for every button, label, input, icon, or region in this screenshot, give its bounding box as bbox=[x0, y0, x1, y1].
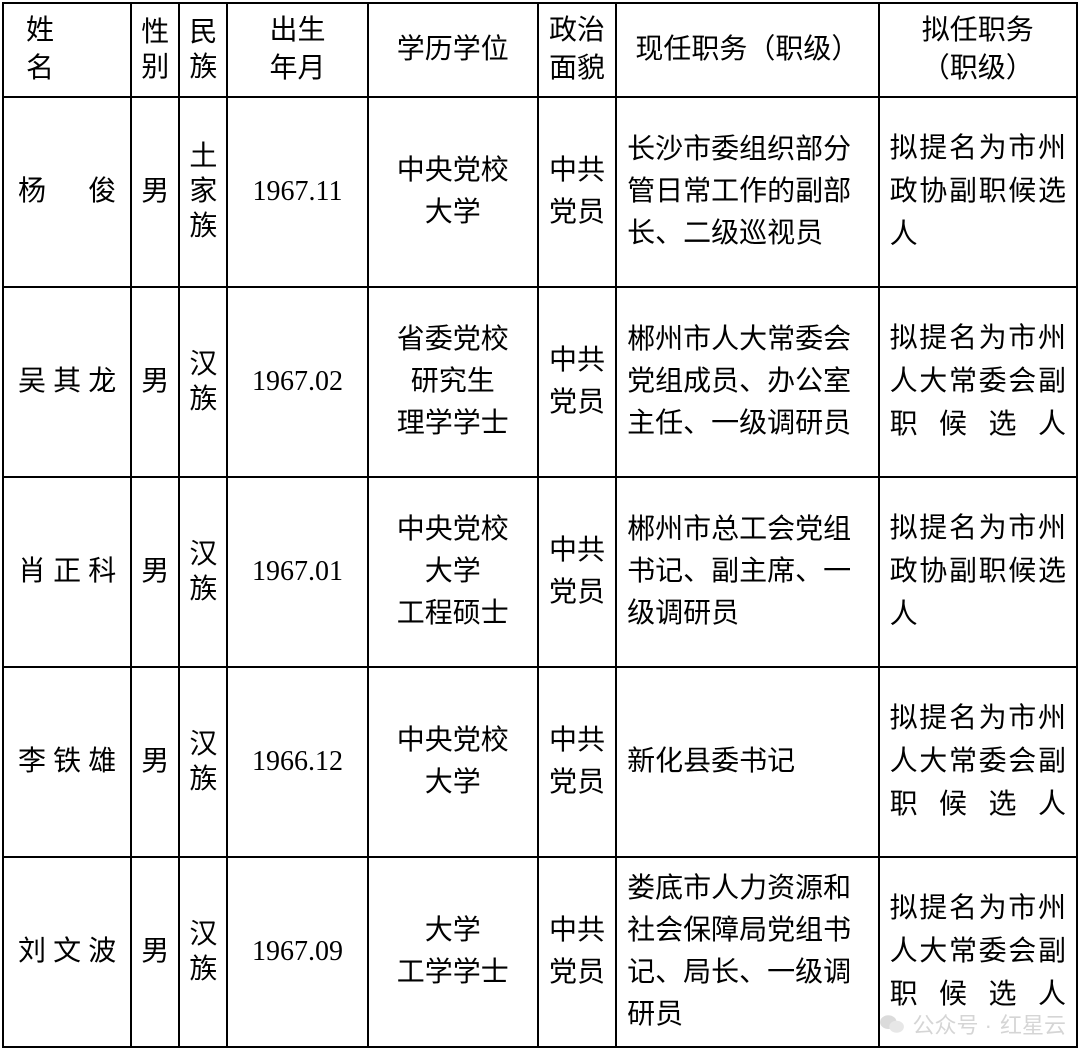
cell-current: 郴州市总工会党组书记、副主席、一级调研员 bbox=[616, 477, 878, 667]
cell-dob: 1967.02 bbox=[227, 287, 367, 477]
table-body: 杨 俊男土家族1967.11中央党校大学中共党员长沙市委组织部分管日常工作的副部… bbox=[3, 97, 1077, 1047]
cell-ethnic: 汉族 bbox=[179, 287, 227, 477]
cell-gender: 男 bbox=[131, 287, 179, 477]
cell-current: 娄底市人力资源和社会保障局党组书记、局长、一级调研员 bbox=[616, 857, 878, 1047]
table-row: 吴其龙男汉族1967.02省委党校研究生理学学士中共党员郴州市人大常委会党组成员… bbox=[3, 287, 1077, 477]
cell-ethnic: 汉族 bbox=[179, 667, 227, 857]
cadre-table: 姓 名 性别 民族 出生 年月 学历学位 政治 面貌 现任职务（职级） 拟任职务… bbox=[2, 2, 1078, 1048]
cell-edu: 中央党校大学 bbox=[368, 97, 538, 287]
cell-current: 郴州市人大常委会党组成员、办公室主任、一级调研员 bbox=[616, 287, 878, 477]
cell-ethnic: 汉族 bbox=[179, 477, 227, 667]
cell-ethnic: 汉族 bbox=[179, 857, 227, 1047]
head-dob-l1: 出生 bbox=[270, 15, 326, 46]
cell-politics: 中共党员 bbox=[538, 97, 616, 287]
cell-ethnic: 土家族 bbox=[179, 97, 227, 287]
head-prop-l2: （职级） bbox=[922, 53, 1034, 84]
cell-proposed: 拟提名为市州人大常委会副职候选人 bbox=[879, 287, 1077, 477]
col-head-name: 姓 名 bbox=[3, 3, 131, 97]
col-head-proposed: 拟任职务 （职级） bbox=[879, 3, 1077, 97]
cell-current: 新化县委书记 bbox=[616, 667, 878, 857]
cell-proposed: 拟提名为市州政协副职候选人 bbox=[879, 97, 1077, 287]
cell-name: 肖正科 bbox=[3, 477, 131, 667]
cell-politics: 中共党员 bbox=[538, 477, 616, 667]
cell-edu: 中央党校大学 bbox=[368, 667, 538, 857]
table-row: 杨 俊男土家族1967.11中央党校大学中共党员长沙市委组织部分管日常工作的副部… bbox=[3, 97, 1077, 287]
cell-proposed: 拟提名为市州政协副职候选人 bbox=[879, 477, 1077, 667]
col-head-dob: 出生 年月 bbox=[227, 3, 367, 97]
cell-name: 杨 俊 bbox=[3, 97, 131, 287]
cell-name: 吴其龙 bbox=[3, 287, 131, 477]
head-poli-l1: 政治 bbox=[549, 15, 605, 46]
cell-dob: 1966.12 bbox=[227, 667, 367, 857]
cell-name: 李铁雄 bbox=[3, 667, 131, 857]
cell-edu: 大学工学学士 bbox=[368, 857, 538, 1047]
cell-edu: 中央党校大学工程硕士 bbox=[368, 477, 538, 667]
col-head-current: 现任职务（职级） bbox=[616, 3, 878, 97]
cell-name: 刘文波 bbox=[3, 857, 131, 1047]
head-dob-l2: 年月 bbox=[270, 53, 326, 84]
cell-current: 长沙市委组织部分管日常工作的副部长、二级巡视员 bbox=[616, 97, 878, 287]
cell-dob: 1967.01 bbox=[227, 477, 367, 667]
cell-politics: 中共党员 bbox=[538, 667, 616, 857]
col-head-gender: 性别 bbox=[131, 3, 179, 97]
table-header-row: 姓 名 性别 民族 出生 年月 学历学位 政治 面貌 现任职务（职级） 拟任职务… bbox=[3, 3, 1077, 97]
cell-gender: 男 bbox=[131, 477, 179, 667]
table-row: 李铁雄男汉族1966.12中央党校大学中共党员新化县委书记拟提名为市州人大常委会… bbox=[3, 667, 1077, 857]
col-head-ethnic: 民族 bbox=[179, 3, 227, 97]
table-row: 刘文波男汉族1967.09大学工学学士中共党员娄底市人力资源和社会保障局党组书记… bbox=[3, 857, 1077, 1047]
col-head-politics: 政治 面貌 bbox=[538, 3, 616, 97]
cell-dob: 1967.11 bbox=[227, 97, 367, 287]
table-row: 肖正科男汉族1967.01中央党校大学工程硕士中共党员郴州市总工会党组书记、副主… bbox=[3, 477, 1077, 667]
head-prop-l1: 拟任职务 bbox=[922, 15, 1034, 46]
cell-edu: 省委党校研究生理学学士 bbox=[368, 287, 538, 477]
cell-dob: 1967.09 bbox=[227, 857, 367, 1047]
head-poli-l2: 面貌 bbox=[549, 53, 605, 84]
cell-gender: 男 bbox=[131, 667, 179, 857]
cell-gender: 男 bbox=[131, 857, 179, 1047]
cell-gender: 男 bbox=[131, 97, 179, 287]
cell-politics: 中共党员 bbox=[538, 857, 616, 1047]
cell-politics: 中共党员 bbox=[538, 287, 616, 477]
cell-proposed: 拟提名为市州人大常委会副职候选人 bbox=[879, 667, 1077, 857]
col-head-edu: 学历学位 bbox=[368, 3, 538, 97]
cell-proposed: 拟提名为市州人大常委会副职候选人 bbox=[879, 857, 1077, 1047]
